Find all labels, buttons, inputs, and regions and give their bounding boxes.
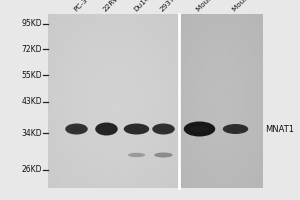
- Text: 43KD: 43KD: [21, 98, 42, 106]
- Text: 293T: 293T: [159, 0, 176, 13]
- Text: MNAT1: MNAT1: [266, 124, 295, 134]
- Ellipse shape: [157, 127, 170, 131]
- Text: Mouse liver: Mouse liver: [231, 0, 265, 13]
- Ellipse shape: [190, 126, 209, 132]
- Ellipse shape: [128, 153, 145, 157]
- Text: 72KD: 72KD: [22, 45, 42, 53]
- Text: 95KD: 95KD: [21, 20, 42, 28]
- Ellipse shape: [184, 121, 215, 136]
- Ellipse shape: [152, 123, 175, 134]
- Bar: [48, 14, 178, 188]
- Text: 55KD: 55KD: [21, 71, 42, 79]
- Ellipse shape: [223, 124, 248, 134]
- Ellipse shape: [65, 123, 88, 134]
- Ellipse shape: [129, 127, 144, 131]
- Ellipse shape: [100, 126, 113, 132]
- Text: PC-3: PC-3: [72, 0, 88, 13]
- Text: Du145: Du145: [132, 0, 154, 13]
- Bar: [178, 14, 262, 188]
- Ellipse shape: [70, 127, 83, 131]
- Ellipse shape: [228, 127, 243, 131]
- Ellipse shape: [95, 122, 118, 136]
- Text: 34KD: 34KD: [21, 129, 42, 138]
- Text: Mouse testis: Mouse testis: [195, 0, 232, 13]
- Ellipse shape: [124, 123, 149, 134]
- Text: 22RV-1: 22RV-1: [102, 0, 125, 13]
- Text: 26KD: 26KD: [22, 166, 42, 174]
- Ellipse shape: [154, 152, 173, 158]
